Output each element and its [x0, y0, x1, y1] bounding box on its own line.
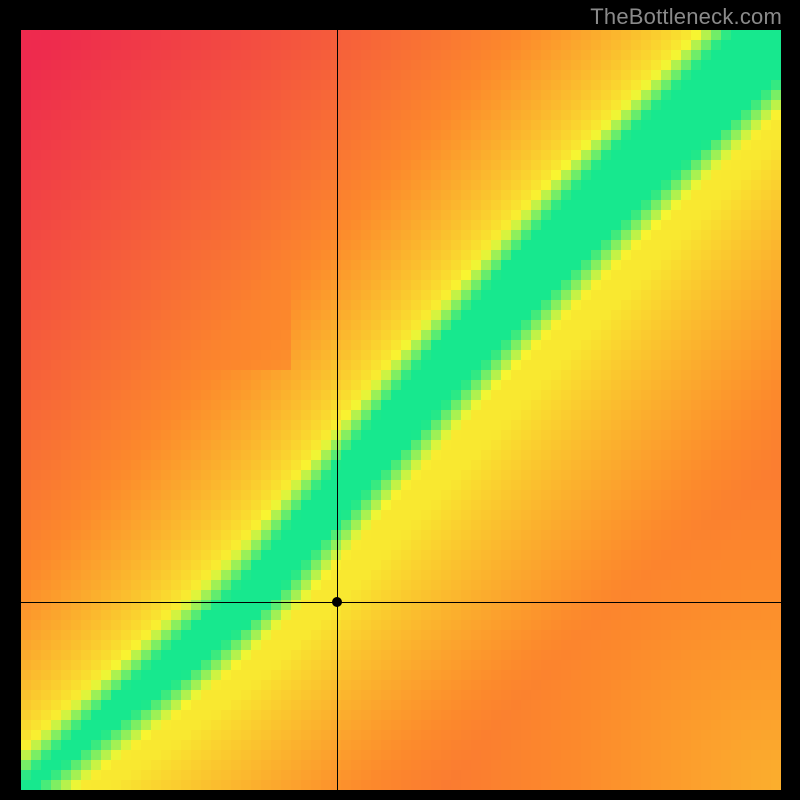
crosshair-marker [332, 597, 342, 607]
heatmap-canvas [21, 30, 781, 790]
crosshair-vertical [337, 30, 338, 790]
crosshair-horizontal [21, 602, 781, 603]
watermark-text: TheBottleneck.com [590, 4, 782, 30]
heatmap-plot [21, 30, 779, 788]
